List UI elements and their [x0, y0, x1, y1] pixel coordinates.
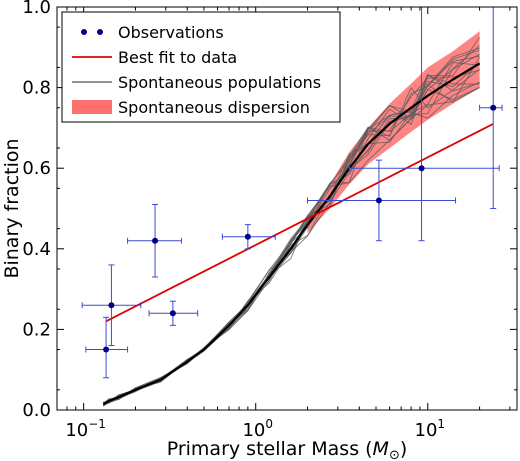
- observation-point: [127, 203, 182, 278]
- observation-marker: [152, 237, 159, 244]
- observations-layer: [81, 7, 503, 379]
- spontaneous-population-line: [103, 86, 480, 404]
- legend-dot: [81, 29, 87, 35]
- x-tick-exponent: 0: [265, 417, 273, 431]
- x-tick-base: 10: [242, 420, 265, 441]
- x-axis-title-part: ): [400, 438, 407, 460]
- x-axis-title-part: Primary stellar Mass (: [167, 438, 373, 460]
- x-tick-base: 10: [65, 420, 88, 441]
- legend-entry: Best fit to data: [72, 48, 237, 67]
- x-tick-base: 10: [415, 420, 438, 441]
- observation-marker: [244, 233, 251, 240]
- observation-marker: [169, 310, 176, 317]
- x-axis-title-part: M: [373, 438, 389, 460]
- observation-point: [348, 7, 500, 242]
- y-tick-label: 0.2: [22, 319, 51, 340]
- x-tick-label: 10−1: [65, 417, 106, 441]
- x-axis-title-part: ⊙: [389, 448, 400, 461]
- legend: Observations Best fit to data Spontaneous …: [61, 11, 341, 123]
- best-fit-line: [105, 123, 494, 323]
- legend-dot: [97, 29, 103, 35]
- x-tick-label: 100: [242, 417, 273, 441]
- y-axis-title: Binary fraction: [1, 138, 23, 278]
- x-tick-exponent: 1: [437, 417, 445, 431]
- spontaneous-dispersion-band: [307, 31, 480, 233]
- observation-point: [479, 7, 503, 209]
- y-tick-label: 1.0: [22, 0, 51, 18]
- observation-marker: [375, 197, 382, 204]
- plot-frame: [56, 6, 518, 411]
- legend-label: Spontaneous populations: [118, 73, 321, 92]
- spontaneous-median-line: [102, 62, 481, 405]
- legend-label: Spontaneous dispersion: [118, 98, 310, 117]
- observation-point: [307, 159, 457, 242]
- observation-marker: [108, 302, 115, 309]
- x-axis-title: Primary stellar Mass (M⊙): [167, 438, 408, 461]
- y-tick-label: 0.6: [22, 158, 51, 179]
- observation-marker: [490, 104, 497, 111]
- legend-entry: Observations: [81, 23, 224, 42]
- observation-marker: [103, 346, 110, 353]
- y-tick-label: 0.4: [22, 239, 51, 260]
- spontaneous-dispersion-layer: [307, 31, 480, 233]
- best-fit-layer: [105, 123, 494, 323]
- legend-entry: Spontaneous dispersion: [72, 98, 310, 117]
- observation-point: [221, 224, 276, 250]
- spontaneous-median-layer: [102, 62, 481, 405]
- observation-marker: [418, 165, 425, 172]
- legend-entry: Spontaneous populations: [72, 73, 321, 92]
- x-tick-label: 101: [415, 417, 446, 441]
- observation-point: [81, 264, 142, 347]
- legend-label: Observations: [118, 23, 224, 42]
- x-tick-exponent: −1: [88, 417, 106, 431]
- legend-label: Best fit to data: [118, 48, 237, 67]
- y-tick-label: 0.0: [22, 400, 51, 421]
- observation-point: [148, 300, 199, 326]
- y-tick-label: 0.8: [22, 78, 51, 99]
- observation-point: [85, 316, 129, 379]
- legend-patch: [72, 100, 112, 114]
